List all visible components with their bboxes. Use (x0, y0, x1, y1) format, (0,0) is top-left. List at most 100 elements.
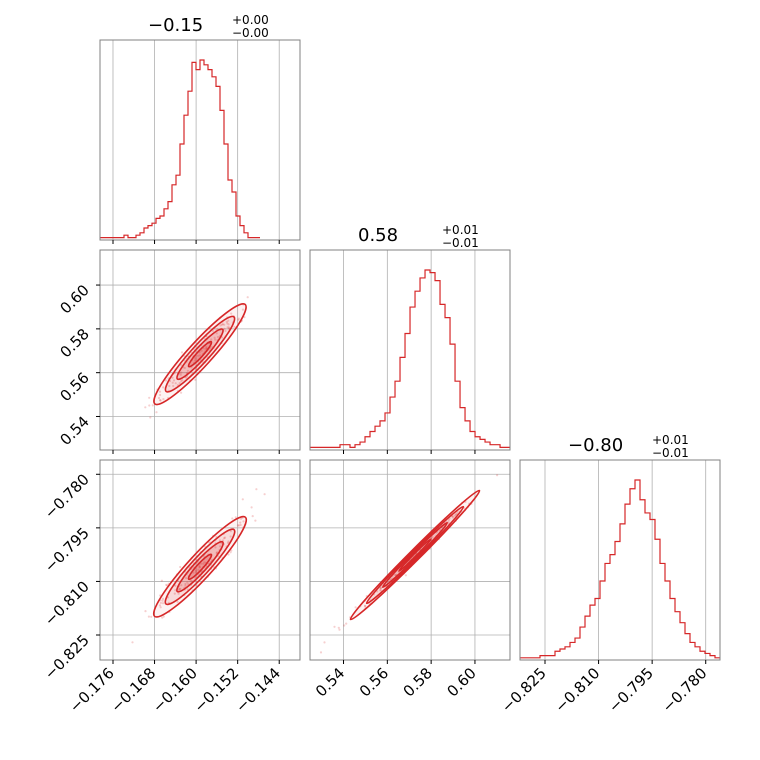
density-contour-1 (164, 315, 236, 393)
x-tick-label: −0.160 (149, 664, 201, 716)
scatter-point (239, 523, 242, 527)
scatter-point (223, 327, 226, 330)
scatter-point (254, 519, 257, 522)
x-tick-label: 0.56 (356, 664, 392, 700)
y-tick-label: 0.56 (56, 369, 92, 405)
scatter-point (250, 506, 253, 509)
scatter-point (192, 571, 195, 574)
panel-frame (309, 249, 511, 451)
scatter-point (229, 530, 232, 533)
scatter-point (496, 474, 499, 477)
scatter-point (181, 379, 184, 382)
scatter-point (159, 399, 162, 402)
scatter-point (220, 542, 223, 545)
scatter-point (155, 411, 158, 414)
scatter-point (131, 641, 134, 644)
scatter-panel-1-2 (309, 459, 511, 664)
scatter-point (144, 406, 147, 409)
scatter-panel-0-1 (96, 249, 301, 454)
scatter-point (379, 589, 382, 592)
y-tick-label: −0.780 (41, 470, 93, 522)
scatter-point (198, 354, 202, 357)
scatter-point (364, 604, 367, 607)
scatter-point (205, 345, 208, 348)
scatter-point (174, 589, 177, 592)
scatter-point (194, 357, 197, 360)
scatter-point (227, 540, 230, 543)
scatter-point (178, 587, 181, 591)
scatter-point (186, 369, 189, 372)
scatter-point (165, 583, 168, 587)
scatter-point (231, 517, 234, 520)
panel-frame (309, 459, 511, 661)
scatter-point (337, 626, 340, 629)
scatter-point (171, 381, 174, 384)
scatter-point (194, 569, 198, 573)
scatter-point (242, 520, 245, 523)
scatter-point (447, 518, 450, 522)
scatter-point (227, 326, 230, 329)
scatter-point (319, 651, 323, 654)
scatter-point (379, 587, 382, 590)
histogram-line-2 (520, 479, 720, 659)
histogram-line-1 (310, 269, 511, 448)
scatter-point (354, 606, 357, 609)
scatter-point (223, 323, 226, 326)
scatter-point (234, 516, 237, 519)
scatter-point (194, 359, 197, 362)
scatter-point (215, 332, 218, 335)
scatter-point (224, 329, 227, 332)
scatter-point (177, 592, 180, 595)
scatter-point (161, 597, 165, 601)
panel-frame (99, 39, 301, 241)
density-contour-3 (398, 538, 432, 572)
title-minus-1: −0.01 (442, 236, 479, 250)
scatter-point (174, 584, 177, 588)
scatter-point (213, 336, 216, 339)
scatter-point (205, 347, 208, 350)
scatter-point (185, 577, 188, 580)
scatter-point (246, 296, 249, 299)
scatter-point (238, 524, 241, 527)
scatter-point (223, 536, 227, 539)
scatter-point (204, 348, 207, 351)
scatter-point (147, 615, 150, 618)
scatter-point (172, 379, 176, 382)
scatter-point (210, 345, 213, 348)
density-contour-3 (187, 553, 213, 581)
scatter-point (394, 573, 397, 577)
scatter-point (158, 390, 162, 393)
y-tick-label: 0.54 (56, 413, 92, 449)
panel-title-1: 0.58 +0.01 (358, 223, 479, 246)
scatter-point (211, 329, 215, 333)
x-tick-label: −0.168 (107, 664, 159, 716)
density-contour-1 (164, 528, 236, 606)
panel-title-2: −0.80 +0.01 (568, 433, 689, 456)
title-value: −0.80 (568, 435, 623, 456)
scatter-point (214, 546, 217, 549)
title-plus: +0.00 (232, 13, 269, 27)
scatter-point (159, 393, 162, 397)
scatter-point (180, 351, 184, 354)
scatter-point (179, 587, 182, 591)
scatter-point (255, 488, 258, 491)
scatter-point (177, 588, 180, 591)
scatter-point (364, 605, 367, 608)
scatter-point (241, 498, 244, 501)
scatter-point (162, 615, 165, 618)
y-tick-label: 0.58 (56, 325, 92, 361)
scatter-point (239, 521, 242, 524)
x-tick-label: −0.176 (66, 664, 118, 716)
scatter-point (185, 376, 188, 379)
scatter-point (237, 318, 240, 321)
scatter-point (195, 571, 198, 574)
scatter-point (226, 322, 229, 325)
scatter-point (149, 416, 152, 419)
scatter-point (230, 312, 233, 315)
scatter-point (197, 354, 200, 357)
scatter-point (180, 584, 183, 587)
scatter-point (239, 517, 243, 520)
panel-frame (99, 459, 301, 661)
scatter-point (431, 536, 434, 539)
x-tick-label: 0.58 (400, 664, 436, 700)
